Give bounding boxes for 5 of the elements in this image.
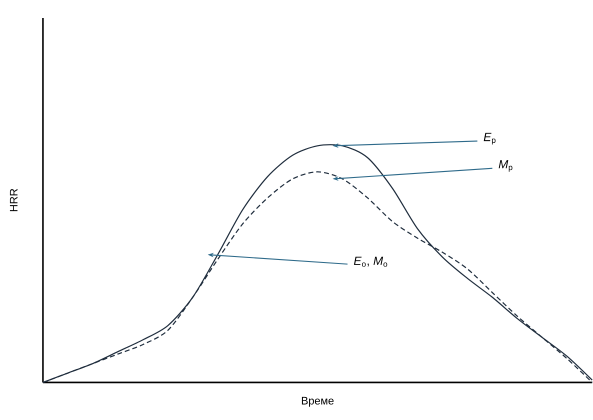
annotation: M$_{p}$	[498, 160, 512, 172]
y-axis-title: HRR	[10, 188, 18, 211]
x-axis-title: Време	[302, 396, 334, 407]
annotation: E$_{o}$, M$_{o}$	[354, 256, 388, 267]
text: E$_{p}$	[484, 132, 496, 144]
